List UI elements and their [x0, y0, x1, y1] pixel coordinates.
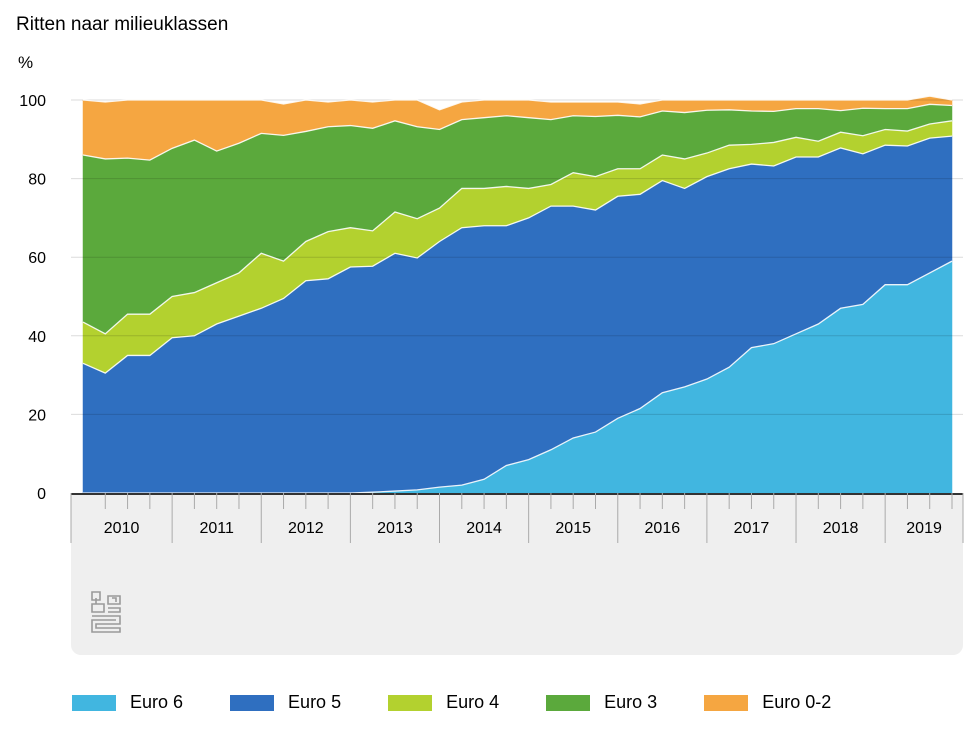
- x-tick-label: 2014: [466, 520, 502, 537]
- y-tick-label: 20: [28, 407, 46, 424]
- legend-label: Euro 0-2: [762, 692, 832, 712]
- y-tick-label: 80: [28, 172, 46, 189]
- x-tick-label: 2012: [288, 520, 324, 537]
- legend-item: Euro 4: [388, 692, 499, 713]
- y-tick-label: 40: [28, 329, 46, 346]
- legend: Euro 6 Euro 5 Euro 4 Euro 3 Euro 0-2: [72, 692, 878, 713]
- chart-title: Ritten naar milieuklassen: [16, 14, 229, 35]
- y-axis-label: %: [18, 53, 34, 72]
- series-boundary: [82, 103, 953, 161]
- legend-item: Euro 5: [230, 692, 341, 713]
- x-tick-label: 2018: [823, 520, 859, 537]
- x-tick-label: 2015: [555, 520, 591, 537]
- legend-item: Euro 6: [72, 692, 183, 713]
- legend-label: Euro 5: [288, 692, 342, 712]
- series-boundary: [82, 120, 953, 335]
- legend-label: Euro 4: [446, 692, 500, 712]
- y-tick-label: 0: [37, 486, 46, 503]
- legend-label: Euro 3: [604, 692, 658, 712]
- x-tick-label: 2011: [199, 520, 234, 537]
- legend-swatch: [704, 694, 749, 711]
- x-tick-label: 2013: [377, 520, 413, 537]
- series-boundary: [82, 135, 953, 374]
- y-tick-label: 100: [19, 93, 46, 110]
- y-tick-label: 60: [28, 250, 46, 267]
- legend-swatch: [388, 694, 433, 711]
- legend-swatch: [72, 694, 116, 711]
- footer-panel: [71, 493, 963, 655]
- legend-swatch: [546, 694, 591, 711]
- legend-label: Euro 6: [130, 692, 184, 712]
- x-tick-label: 2010: [104, 520, 140, 537]
- x-tick-label: 2016: [645, 520, 681, 537]
- series-boundary: [82, 95, 953, 111]
- legend-item: Euro 0-2: [704, 692, 831, 713]
- x-tick-label: 2019: [906, 520, 942, 537]
- legend-swatch: [230, 694, 275, 711]
- legend-item: Euro 3: [546, 692, 657, 713]
- x-tick-label: 2017: [734, 520, 770, 537]
- cbs-logo-icon: [91, 591, 121, 633]
